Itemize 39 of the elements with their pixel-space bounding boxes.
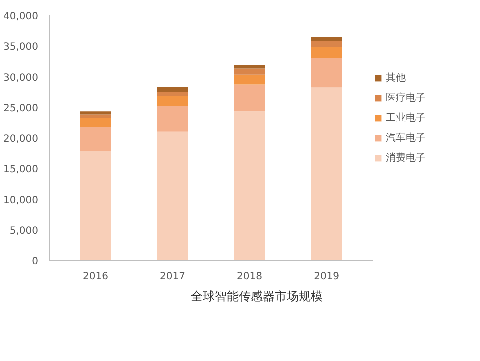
y-tick-label: 25,000 xyxy=(4,103,39,114)
bar xyxy=(80,118,112,127)
bar xyxy=(234,65,266,69)
x-tick-label: 2017 xyxy=(160,272,186,282)
bar xyxy=(80,151,112,260)
x-tick-label: 2016 xyxy=(82,272,108,282)
bar xyxy=(157,132,188,260)
bar xyxy=(311,47,342,58)
bar xyxy=(234,112,266,260)
legend-label: 消费电子 xyxy=(386,152,426,165)
x-tick-label: 2018 xyxy=(237,272,263,282)
bar xyxy=(157,87,188,92)
bar xyxy=(157,106,188,132)
bar xyxy=(311,38,342,42)
legend-label: 医疗电子 xyxy=(386,92,426,105)
y-tick-label: 30,000 xyxy=(4,72,39,84)
bar xyxy=(311,88,342,260)
bar xyxy=(234,84,266,112)
legend-label: 工业电子 xyxy=(386,112,426,125)
bar xyxy=(80,126,112,152)
bar xyxy=(80,114,112,118)
legend-label: 其他 xyxy=(386,72,406,85)
y-tick-label: 35,000 xyxy=(4,42,39,54)
bar xyxy=(234,68,266,75)
x-tick-label: 2019 xyxy=(314,272,340,282)
bar xyxy=(234,74,266,85)
bar xyxy=(311,58,342,88)
y-tick-label: 5,000 xyxy=(10,226,39,237)
legend-label: 汽车电子 xyxy=(386,132,426,145)
bar xyxy=(311,41,342,48)
text: 全球智能传感器市场规模 xyxy=(191,290,323,304)
y-tick-label: 15,000 xyxy=(4,164,39,176)
y-tick-label: 0 xyxy=(32,256,39,268)
y-tick-label: 40,000 xyxy=(4,12,39,22)
bar xyxy=(157,96,188,106)
bar xyxy=(157,92,188,96)
y-tick-label: 10,000 xyxy=(4,195,39,206)
y-tick-label: 20,000 xyxy=(4,134,39,145)
bar xyxy=(80,112,112,115)
